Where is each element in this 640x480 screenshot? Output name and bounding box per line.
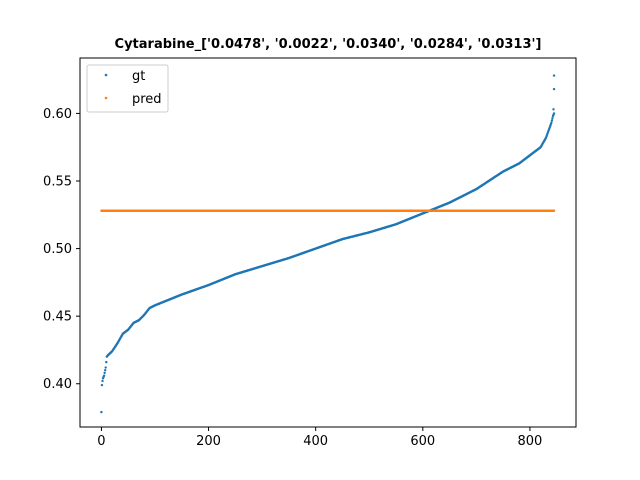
legend-label-gt: gt [132,69,145,84]
x-tick-label: 0 [97,434,105,449]
gt-point [552,112,556,115]
y-tick-label: 0.45 [43,310,72,325]
legend-frame [86,64,169,113]
gt-point [550,121,553,125]
gt-point [100,383,104,387]
gt-point [551,117,554,120]
chart-title: Cytarabine_['0.0478', '0.0022', '0.0340'… [115,37,542,52]
legend: gt pred [86,64,169,113]
gt-point [102,374,106,377]
axes-frame [79,57,577,428]
y-tick-label: 0.55 [43,175,72,190]
y-tick-label: 0.50 [43,242,72,257]
x-tick-label: 800 [518,434,543,449]
gt-point [103,369,107,372]
legend-marker-pred [104,96,108,100]
legend-marker-gt [104,73,108,77]
gt-point [550,119,554,122]
gt-point [100,410,103,414]
gt-point [101,379,104,383]
plot-area [100,74,556,414]
gt-point [105,360,108,364]
gt-point [104,366,107,369]
x-tick-label: 600 [410,434,435,449]
gt-point [552,74,556,77]
x-tick-label: 400 [303,434,328,449]
y-tick-label: 0.40 [43,377,72,392]
x-tick-label: 200 [196,434,221,449]
legend-label-pred: pred [132,92,162,107]
gt-point [552,108,555,111]
x-axis: 0 200 400 600 800 [97,427,542,449]
pred-point [552,209,556,212]
series-gt [100,74,556,414]
gt-point [103,371,106,375]
series-pred [100,209,556,212]
y-tick-label: 0.60 [43,107,72,122]
y-axis: 0.40 0.45 0.50 0.55 0.60 [43,107,80,392]
gt-point [552,87,556,91]
